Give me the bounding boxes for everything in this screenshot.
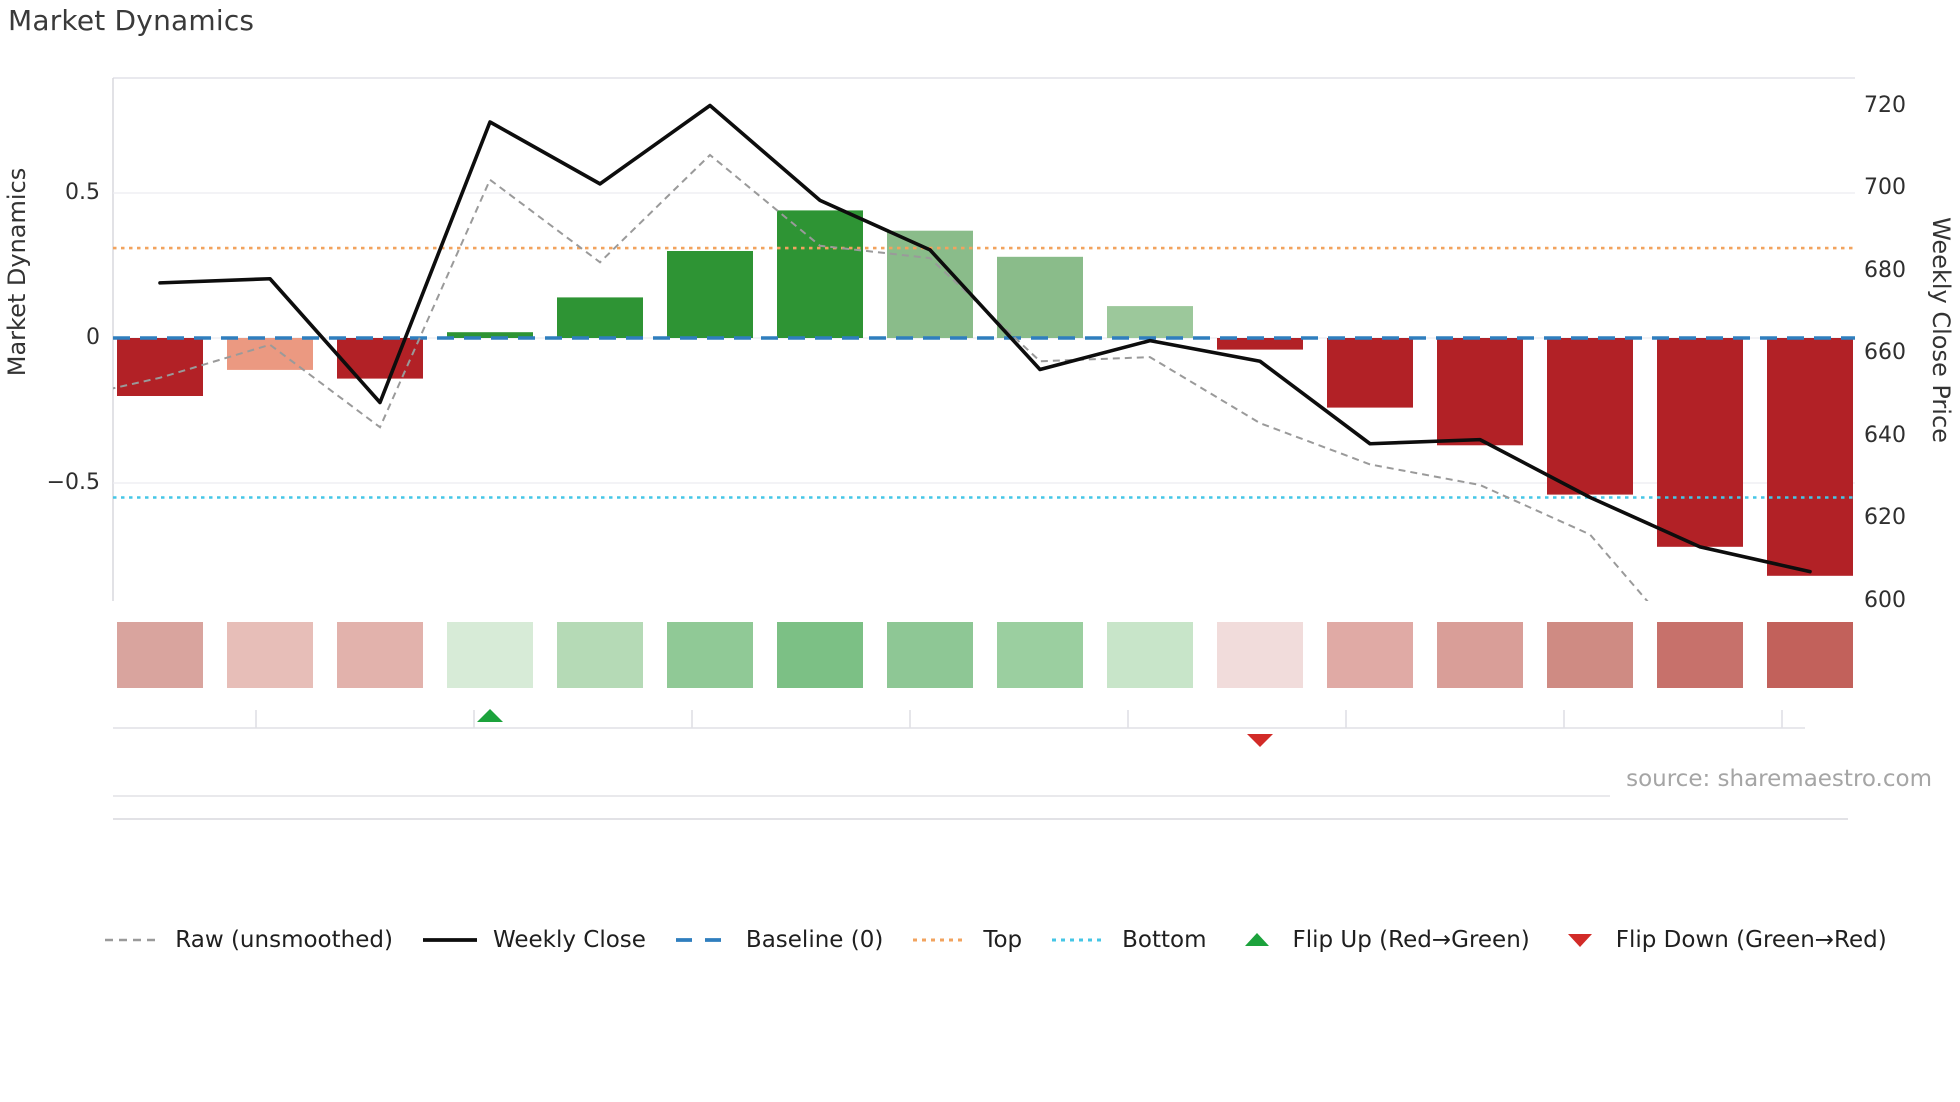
gray-dashed-line-icon: [105, 938, 160, 942]
legend-label: Baseline (0): [745, 927, 884, 953]
heatmap-cell-week-4: [447, 622, 533, 688]
bar-week-1: [117, 338, 203, 396]
bar-week-13: [1437, 338, 1523, 446]
source-caption: source: sharemaestro.com: [1626, 766, 1932, 792]
bar-week-7: [777, 210, 863, 338]
cyan-dotted-line-icon: [1052, 938, 1107, 942]
bar-week-5: [557, 297, 643, 338]
bar-week-11: [1217, 338, 1303, 350]
legend-item-flip-down[interactable]: Flip Down (Green→Red): [1558, 927, 1887, 953]
legend-label: Raw (unsmoothed): [175, 927, 393, 953]
heatmap-cell-week-11: [1217, 622, 1303, 688]
bar-week-14: [1547, 338, 1633, 495]
right-tick-640: 640: [1864, 422, 1906, 448]
right-tick-620: 620: [1864, 505, 1906, 530]
heatmap-cell-week-8: [887, 622, 973, 688]
flip-down-marker-week-11: [1247, 734, 1273, 747]
legend-item-raw[interactable]: Raw (unsmoothed): [103, 927, 393, 953]
right-tick-600: 600: [1864, 587, 1906, 613]
legend-label: Flip Up (Red→Green): [1292, 927, 1530, 953]
orange-dotted-line-icon: [913, 938, 968, 942]
red-down-triangle-icon: [1567, 934, 1592, 947]
right-tick-680: 680: [1864, 257, 1906, 283]
legend-label: Bottom: [1122, 927, 1207, 953]
right-tick-720: 720: [1864, 92, 1906, 118]
bar-week-6: [667, 251, 753, 338]
legend-item-baseline[interactable]: Baseline (0): [674, 927, 883, 953]
heatmap-cell-week-7: [777, 622, 863, 688]
bar-week-9: [997, 256, 1083, 338]
bar-week-16: [1767, 338, 1853, 576]
flip-up-marker-week-4: [477, 709, 503, 722]
raw-line: [113, 153, 1649, 601]
heatmap-cell-week-1: [117, 622, 203, 688]
legend-label: Flip Down (Green→Red): [1615, 927, 1887, 953]
heatmap-cell-week-15: [1657, 622, 1743, 688]
bar-week-12: [1327, 338, 1413, 408]
legend-label: Top: [983, 927, 1023, 953]
heatmap-cell-week-3: [337, 622, 423, 688]
green-up-triangle-icon: [1244, 933, 1269, 946]
legend-label: Weekly Close: [492, 927, 646, 953]
chart-legend: Raw (unsmoothed) Weekly Close Baseline (0)…: [90, 916, 1900, 964]
legend-item-weekly-close[interactable]: Weekly Close: [421, 927, 646, 953]
heatmap-cell-week-2: [227, 622, 313, 688]
heatmap-cell-week-16: [1767, 622, 1853, 688]
right-tick-700: 700: [1864, 175, 1906, 200]
heatmap-cell-week-6: [667, 622, 753, 688]
heatmap-cell-week-5: [557, 622, 643, 688]
heatmap-cell-week-12: [1327, 622, 1413, 688]
legend-item-flip-up[interactable]: Flip Up (Red→Green): [1235, 927, 1530, 953]
page-title: Market Dynamics: [8, 4, 255, 37]
bar-week-4: [447, 332, 533, 338]
left-tick-0.5: 0.5: [65, 180, 100, 205]
left-tick-−0.5: −0.5: [46, 470, 100, 495]
left-tick-0: 0: [86, 325, 100, 350]
heatmap-cell-week-9: [997, 622, 1083, 688]
legend-item-top[interactable]: Top: [911, 927, 1022, 953]
weekly-close-line: [158, 103, 1812, 574]
bar-week-15: [1657, 338, 1743, 547]
black-solid-line-icon: [422, 938, 477, 942]
heatmap-cell-week-10: [1107, 622, 1193, 688]
bar-week-10: [1107, 306, 1193, 338]
blue-dashed-line-icon: [675, 938, 730, 942]
heatmap-cell-week-14: [1547, 622, 1633, 688]
heatmap-cell-week-13: [1437, 622, 1523, 688]
bar-week-3: [337, 338, 423, 379]
legend-item-bottom[interactable]: Bottom: [1050, 927, 1207, 953]
right-tick-660: 660: [1864, 340, 1906, 365]
